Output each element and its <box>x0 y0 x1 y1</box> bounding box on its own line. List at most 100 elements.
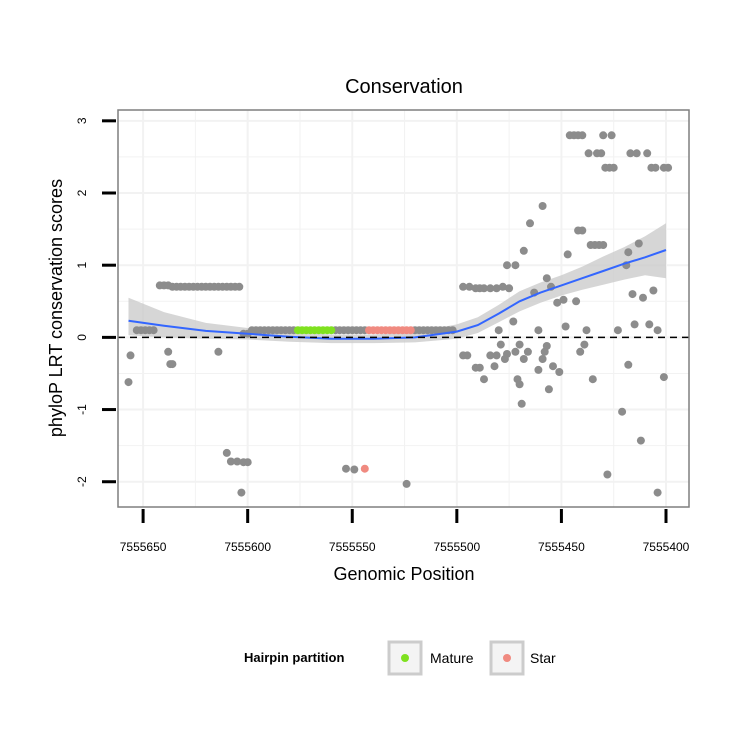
legend-key-star <box>489 640 525 676</box>
y-tick-label-5: 3 <box>75 117 89 124</box>
point-other-0 <box>124 378 133 387</box>
point-mature-8 <box>327 326 336 335</box>
point-other-94 <box>517 399 526 408</box>
point-other-26 <box>235 282 244 291</box>
point-other-76 <box>486 284 495 293</box>
point-other-29 <box>168 360 177 369</box>
point-other-71 <box>459 282 468 291</box>
point-other-77 <box>492 284 501 293</box>
point-other-117 <box>559 295 568 304</box>
point-other-32 <box>226 457 235 466</box>
point-other-159 <box>651 163 660 172</box>
point-other-92 <box>509 317 518 326</box>
point-other-97 <box>511 347 520 356</box>
confidence-ribbon <box>128 223 666 344</box>
point-other-31 <box>222 448 231 457</box>
y-tick-label-2: 0 <box>75 334 89 341</box>
point-other-98 <box>515 340 524 349</box>
point-other-88 <box>496 340 505 349</box>
point-other-87 <box>492 351 501 360</box>
point-other-155 <box>639 293 647 302</box>
point-other-118 <box>561 322 570 331</box>
point-other-110 <box>542 274 551 283</box>
point-other-75 <box>480 284 488 293</box>
point-other-112 <box>544 385 553 394</box>
point-other-153 <box>634 239 643 248</box>
point-other-114 <box>549 362 557 371</box>
legend-dot-star <box>503 654 511 662</box>
point-other-33 <box>233 457 242 466</box>
point-other-127 <box>576 347 585 356</box>
point-other-90 <box>503 350 511 358</box>
point-other-154 <box>636 436 645 445</box>
point-other-164 <box>664 163 673 172</box>
x-tick-label-2: 7555550 <box>329 540 376 554</box>
y-axis-ticks: -2 -1 0 1 2 3 <box>75 117 116 487</box>
point-other-137 <box>599 131 608 140</box>
point-other-152 <box>632 149 641 158</box>
point-other-108 <box>538 355 547 363</box>
point-other-83 <box>475 363 484 372</box>
point-other-105 <box>534 326 543 335</box>
y-tick-label-0: -2 <box>75 476 89 487</box>
point-other-138 <box>588 375 597 384</box>
point-other-79 <box>505 284 514 293</box>
legend-label-star: Star <box>530 650 556 666</box>
x-tick-label-0: 7555650 <box>120 540 167 554</box>
y-tick-label-1: -1 <box>75 404 89 415</box>
point-other-119 <box>563 250 572 259</box>
point-other-124 <box>572 297 581 306</box>
point-other-84 <box>480 375 488 384</box>
y-axis-label: phyloP LRT conservation scores <box>46 179 66 437</box>
point-other-129 <box>582 326 591 335</box>
x-tick-label-1: 7555600 <box>224 540 271 554</box>
legend-dot-mature <box>401 654 409 662</box>
point-other-116 <box>555 368 564 376</box>
point-other-72 <box>465 282 474 291</box>
point-other-78 <box>498 282 507 291</box>
point-other-27 <box>164 347 173 356</box>
point-other-6 <box>149 326 158 335</box>
grid-lines <box>118 110 689 507</box>
point-other-106 <box>534 365 543 374</box>
point-other-157 <box>645 320 654 329</box>
point-other-162 <box>653 326 662 335</box>
point-other-100 <box>519 246 528 255</box>
point-other-81 <box>463 351 472 360</box>
data-points <box>124 131 673 497</box>
point-other-126 <box>578 226 587 235</box>
point-other-103 <box>526 219 534 228</box>
point-star-10 <box>406 326 415 335</box>
point-other-149 <box>626 149 635 158</box>
x-axis-ticks: 7555650 7555600 7555550 7555500 7555450 75554… <box>120 509 690 554</box>
point-star-11 <box>360 464 369 473</box>
point-other-111 <box>542 342 551 350</box>
point-other-91 <box>494 326 503 335</box>
x-tick-label-3: 7555500 <box>433 540 480 554</box>
point-other-151 <box>630 320 639 329</box>
point-other-145 <box>618 407 627 416</box>
point-other-30 <box>214 347 223 356</box>
point-other-156 <box>643 149 652 158</box>
point-other-135 <box>597 149 606 158</box>
smooth-trend-line <box>128 249 667 340</box>
smooth-line-layer <box>128 249 667 340</box>
chart-title: Conservation <box>345 76 463 98</box>
legend-label-mature: Mature <box>430 650 474 666</box>
point-other-143 <box>613 326 622 335</box>
confidence-ribbon-layer <box>128 223 666 344</box>
point-other-130 <box>584 149 593 158</box>
point-other-96 <box>511 261 520 270</box>
point-other-36 <box>237 488 246 497</box>
point-other-101 <box>519 355 528 363</box>
x-axis-label: Genomic Position <box>333 564 474 584</box>
x-tick-label-5: 7555400 <box>643 540 690 554</box>
point-other-85 <box>486 351 495 360</box>
point-other-95 <box>503 261 511 270</box>
point-other-1 <box>126 351 135 360</box>
point-other-123 <box>578 131 587 140</box>
legend-title: Hairpin partition <box>244 650 344 665</box>
point-other-161 <box>653 488 662 497</box>
y-tick-label-4: 2 <box>75 189 89 196</box>
